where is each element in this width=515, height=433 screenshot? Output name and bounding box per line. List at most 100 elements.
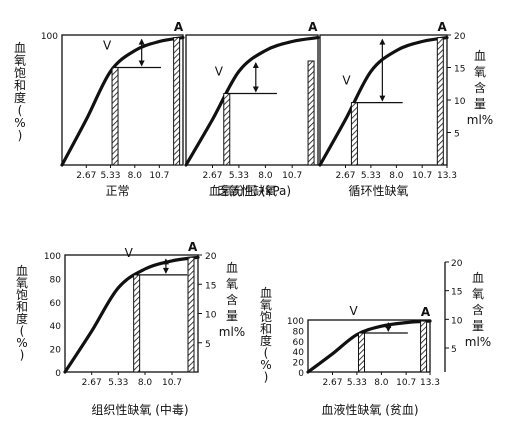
bottom-left-plot-arterial-bar bbox=[187, 256, 195, 373]
bottom-right-plot-x-tick-label: 2.67 bbox=[322, 378, 342, 388]
top-right-tick-label: 5 bbox=[454, 130, 460, 140]
bottom-left-plot-arrowhead-down bbox=[162, 267, 169, 274]
bottom-left-left-tick: 40 bbox=[50, 322, 62, 332]
bottom-left-plot-x-tick-label: 10.7 bbox=[162, 378, 182, 388]
bottom-left-right-axis-title-char: 量 bbox=[226, 309, 238, 323]
top-right-axis-title-char: 氧 bbox=[474, 65, 486, 79]
bottom-right-right-axis-title-char: 量 bbox=[472, 319, 484, 333]
top-plot-2-venous-bar bbox=[350, 102, 358, 166]
bottom-left-right-axis-title-char: 氧 bbox=[226, 277, 238, 291]
top-plot-0-arterial-bar bbox=[173, 37, 181, 166]
bottom-left-plot-frame bbox=[64, 254, 199, 373]
bottom-right-left-tick: 40 bbox=[293, 348, 305, 358]
top-plot-0-arrowhead-down bbox=[138, 60, 145, 67]
top-plot-1-arterial-bar bbox=[307, 60, 315, 166]
bottom-left-left-tick: 20 bbox=[50, 346, 62, 356]
bottom-right-plot-frame bbox=[307, 319, 431, 373]
bottom-left-plot-arrowhead-up bbox=[162, 258, 169, 265]
top-plot-2-arterial-marker: A bbox=[437, 20, 447, 34]
bottom-left-right-tick-label: 15 bbox=[205, 281, 216, 291]
bottom-right-right-axis-title-char: 血 bbox=[472, 271, 484, 285]
top-right-tick-label: 15 bbox=[454, 65, 465, 75]
bottom-right-left-axis-title-char: ( bbox=[264, 346, 269, 360]
bottom-left-left-tick: 80 bbox=[50, 275, 62, 285]
bottom-right-left-tick: 80 bbox=[293, 327, 305, 337]
top-plot-2-x-tick-label: 13.3 bbox=[437, 171, 457, 181]
bottom-right-right-tick-label: 15 bbox=[451, 288, 462, 298]
bottom-right-plot-x-tick-label: 8.0 bbox=[374, 378, 389, 388]
top-plot-2-caption: 循环性缺氧 bbox=[348, 183, 408, 198]
top-plot-2-venous-marker: V bbox=[342, 74, 351, 88]
bottom-right-right-tick-label: 20 bbox=[451, 259, 463, 269]
bottom-right-plot-arterial-marker: A bbox=[421, 305, 431, 319]
bottom-left-right-axis-title-char: ml% bbox=[219, 325, 245, 339]
top-plot-1-venous-marker: V bbox=[215, 65, 224, 79]
top-plot-1-x-tick-label: 5.33 bbox=[229, 171, 249, 181]
top-plot-1-arrowhead-up bbox=[252, 62, 259, 68]
bottom-right-plot-venous-marker: V bbox=[349, 304, 358, 318]
top-left-axis-title-char: 和 bbox=[14, 79, 26, 93]
top-plot-0-x-tick-label: 10.7 bbox=[149, 171, 169, 181]
bottom-right-left-axis-title-char: 血 bbox=[260, 286, 272, 300]
bottom-left-left-tick: 100 bbox=[44, 252, 61, 262]
bottom-right-left-tick: 0 bbox=[298, 369, 304, 379]
bottom-left-left-axis-title-char: 和 bbox=[16, 300, 28, 314]
top-plot-2-dissociation-curve bbox=[318, 36, 449, 167]
bottom-left-right-axis-title-char: 含 bbox=[226, 292, 238, 307]
top-plot-0-venous-bar bbox=[111, 67, 119, 166]
top-plot-0-caption: 正常 bbox=[105, 184, 129, 198]
top-plot-1-arterial-marker: A bbox=[308, 20, 318, 34]
top-plot-1-arrowhead-down bbox=[252, 86, 259, 93]
top-plot-2-arrowhead-up bbox=[379, 38, 386, 45]
top-plot-0-x-tick-label: 2.67 bbox=[76, 171, 96, 181]
top-plot-0-arterial-marker: A bbox=[174, 20, 184, 34]
top-plot-2-frame bbox=[319, 34, 448, 166]
bottom-left-left-axis-title-char: ) bbox=[20, 348, 25, 362]
top-left-axis-title-char: ( bbox=[18, 104, 23, 118]
bottom-left-plot-venous-marker: V bbox=[125, 246, 134, 260]
bottom-left-left-tick: 60 bbox=[50, 299, 62, 309]
top-plot-1-x-tick-label: 2.67 bbox=[202, 171, 222, 181]
top-plot-1-frame bbox=[185, 34, 319, 166]
bottom-left-plot-x-tick-label: 8.0 bbox=[138, 378, 153, 388]
bottom-left-right-tick-label: 20 bbox=[205, 252, 217, 262]
top-right-tick-label: 10 bbox=[454, 97, 466, 107]
top-left-tick: 100 bbox=[41, 32, 58, 42]
bottom-right-left-axis-title-char: 氧 bbox=[260, 298, 272, 312]
top-plot-2-x-tick-label: 8.0 bbox=[389, 171, 404, 181]
top-plot-0-x-tick-label: 5.33 bbox=[100, 171, 120, 181]
top-plot-1-venous-bar bbox=[223, 93, 231, 166]
bottom-right-left-tick: 60 bbox=[293, 338, 305, 348]
top-right-axis-title-char: 量 bbox=[474, 97, 486, 111]
top-plot-2-x-tick-label: 10.7 bbox=[412, 171, 432, 181]
bottom-right-left-tick: 100 bbox=[287, 317, 304, 327]
top-plot-1-dissociation-curve bbox=[184, 36, 320, 167]
bottom-left-right-tick-label: 10 bbox=[205, 311, 217, 321]
bottom-left-left-tick: 0 bbox=[55, 369, 61, 379]
top-plot-2-x-tick-label: 2.67 bbox=[335, 171, 355, 181]
bottom-right-plot-x-tick-label: 5.33 bbox=[347, 378, 367, 388]
bottom-left-right-tick-label: 5 bbox=[205, 340, 211, 350]
top-left-axis-title-char: 度 bbox=[14, 90, 26, 105]
bottom-left-left-axis-title-char: 饱 bbox=[16, 287, 28, 302]
top-right-axis-title-char: 血 bbox=[474, 49, 486, 63]
bottom-right-left-axis-title-char: % bbox=[260, 358, 271, 372]
top-plot-1-caption: 乏氧性缺氧 bbox=[217, 183, 277, 198]
bottom-right-left-axis-title-char: 和 bbox=[260, 322, 272, 336]
bottom-right-plot-arrowhead-down bbox=[385, 326, 392, 332]
bottom-left-right-axis-title-char: 血 bbox=[226, 261, 238, 275]
top-plot-0-arrowhead-up bbox=[138, 38, 145, 45]
bottom-right-plot-x-tick-label: 10.7 bbox=[396, 378, 416, 388]
top-x-axis-label: 血氧分压 (kPa) bbox=[209, 184, 291, 198]
bottom-right-right-tick-label: 10 bbox=[451, 316, 463, 326]
bottom-right-right-tick-label: 5 bbox=[451, 345, 457, 355]
bottom-right-plot-arterial-bar bbox=[420, 320, 428, 373]
top-left-axis-title-char: 氧 bbox=[14, 54, 26, 68]
bottom-right-left-tick: 20 bbox=[293, 359, 305, 369]
top-plot-1-x-tick-label: 10.7 bbox=[282, 171, 302, 181]
top-left-axis-title-char: 饱 bbox=[14, 65, 26, 80]
bottom-left-plot-venous-bar bbox=[133, 274, 141, 373]
bottom-right-caption: 血液性缺氧 (贫血) bbox=[321, 402, 418, 417]
top-right-tick-label: 20 bbox=[454, 32, 466, 42]
bottom-left-left-axis-title-char: 度 bbox=[16, 311, 28, 326]
